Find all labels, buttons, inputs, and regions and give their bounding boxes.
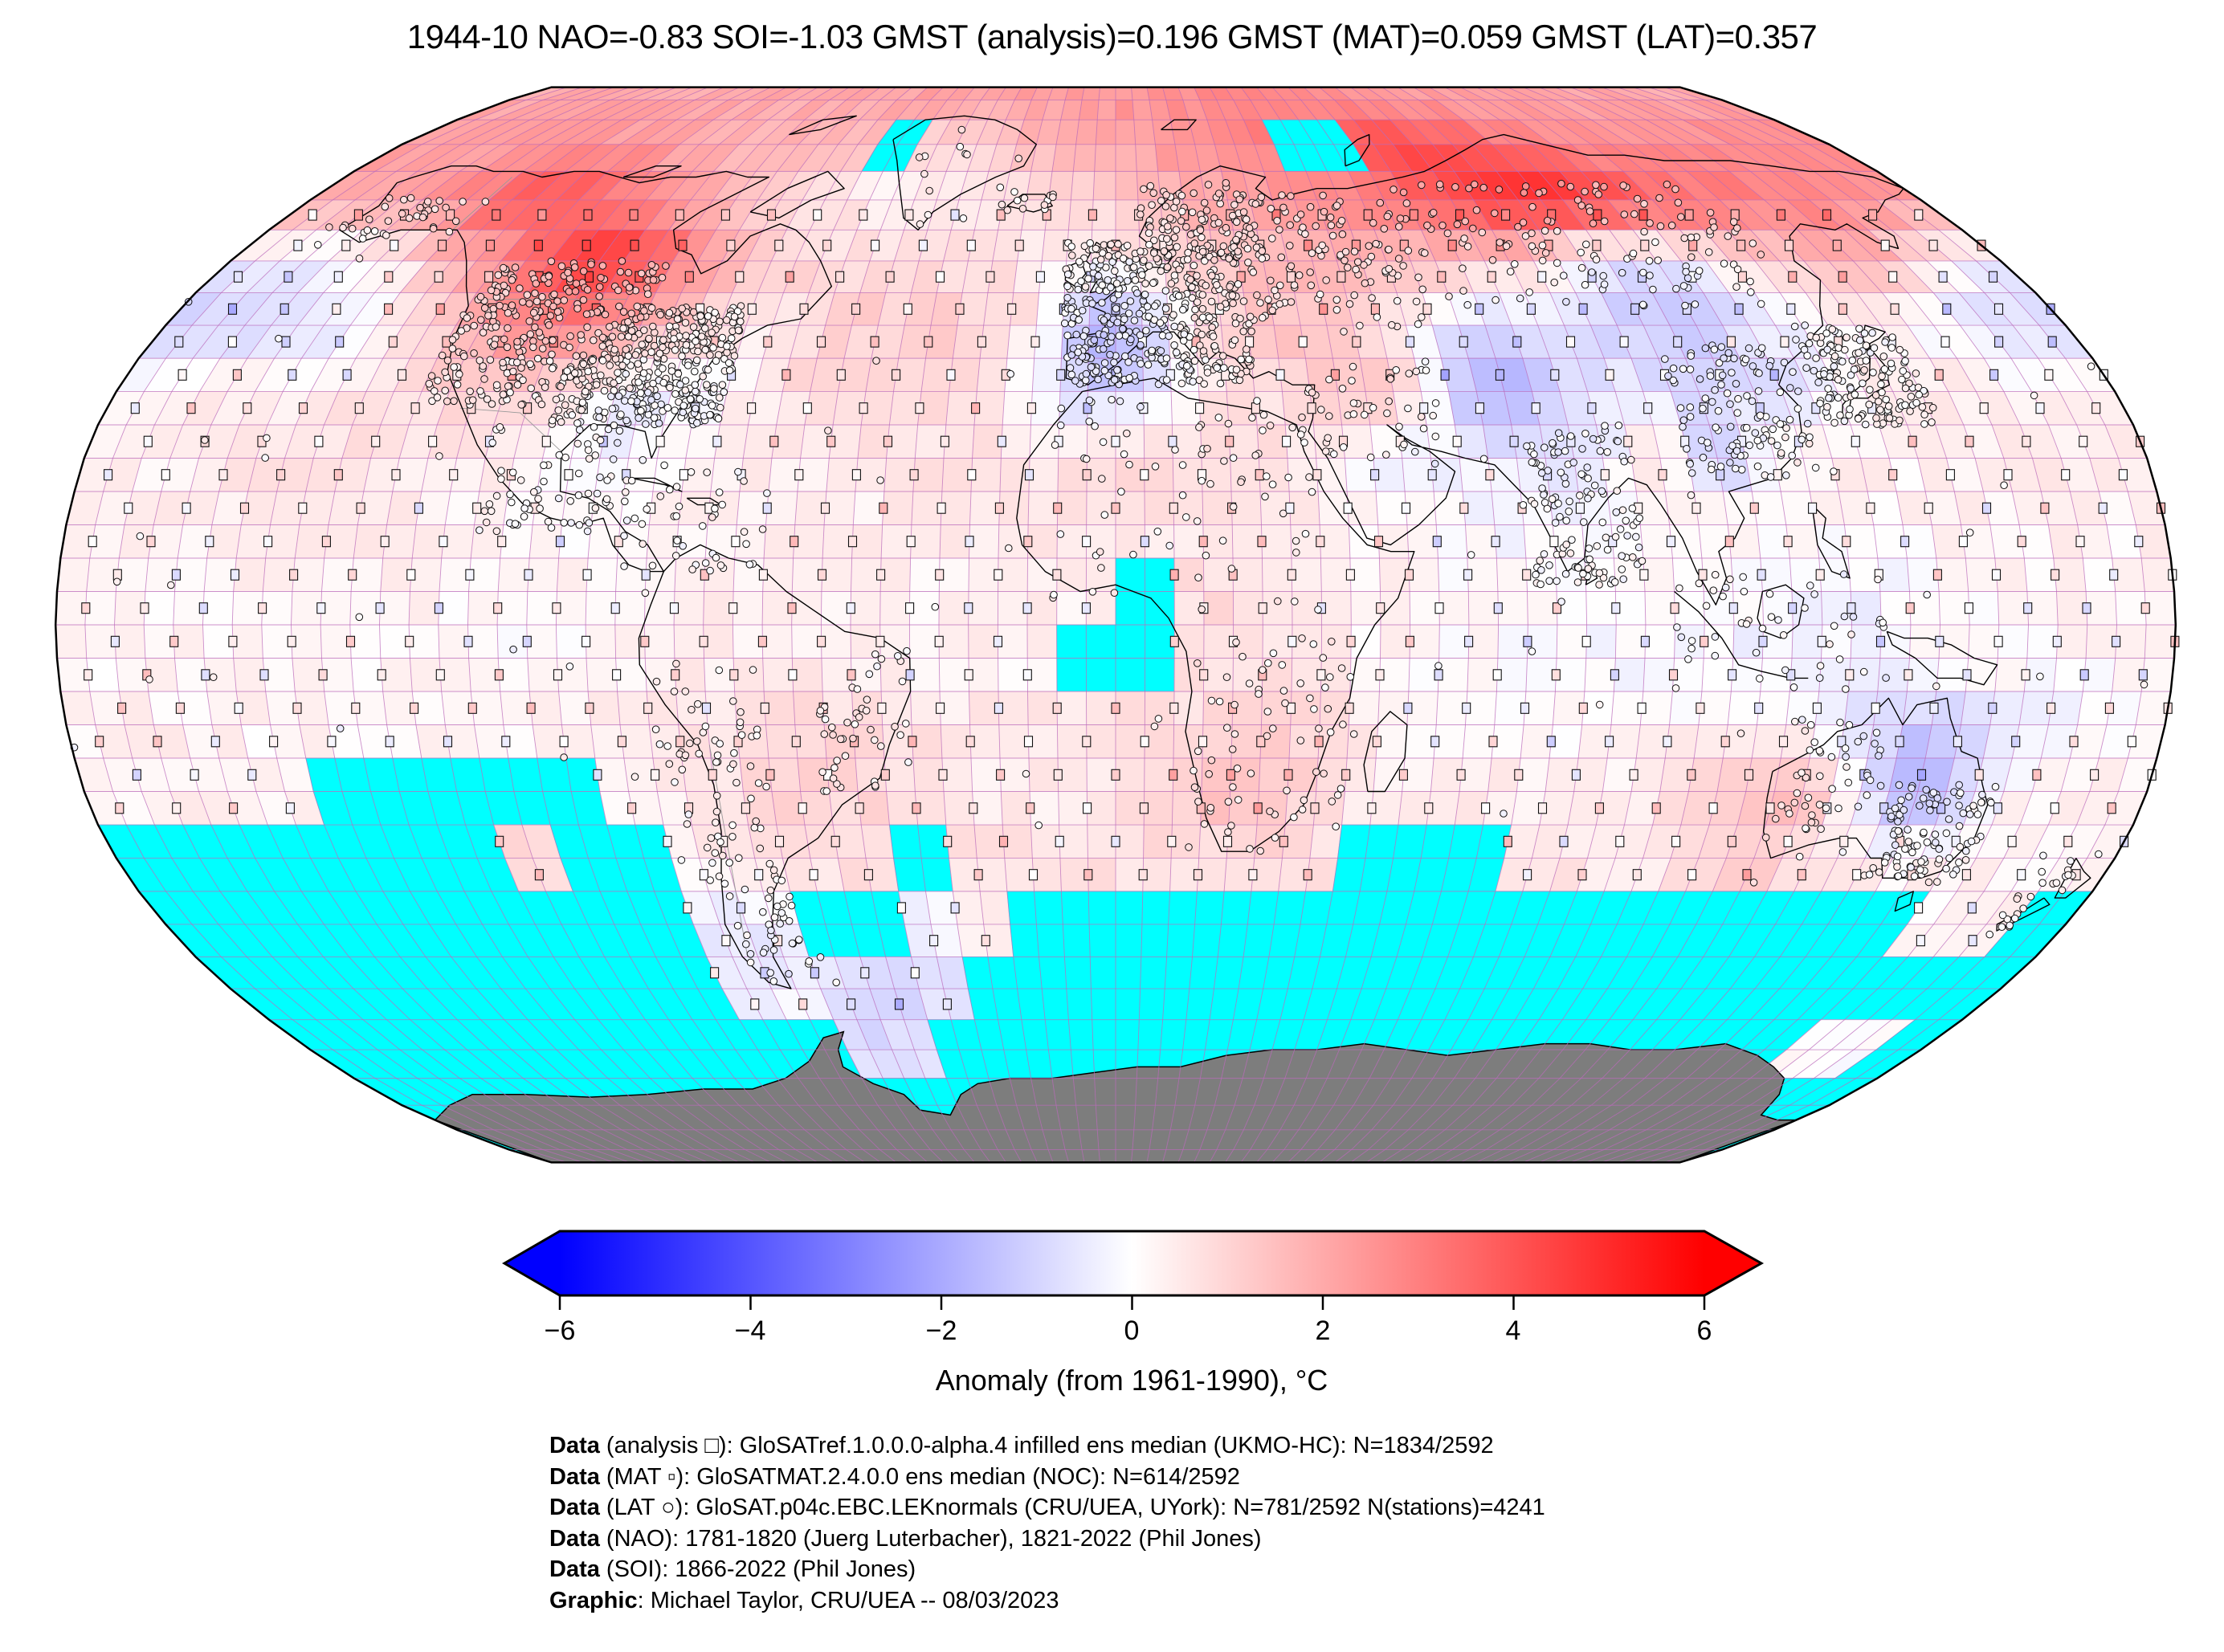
grid-cell-markers-layer [81,209,2180,1010]
map-outline [54,86,2177,1164]
caption-text: (MAT ▫): GloSATMAT.2.4.0.0 ens median (N… [599,1463,1240,1490]
caption-text: (NAO): 1781-1820 (Juerg Luterbacher), 18… [599,1525,1262,1552]
caption-text: (SOI): 1866-2022 (Phil Jones) [599,1556,916,1583]
graticule-layer [55,87,2176,1163]
caption-prefix: Data [549,1433,600,1458]
caption-line: Data (LAT ○): GloSAT.p04c.EBC.LEKnormals… [549,1492,1545,1524]
coast-philippines [1811,504,1851,579]
coast-ellesmere [789,115,857,136]
coast-madagascar [1363,711,1408,793]
colorbar-axis-label: Anomaly (from 1961-1990), °C [935,1364,1328,1397]
coast-borneo [1757,584,1805,639]
colorbar-tick-label: 6 [1696,1315,1712,1346]
coast-new-guinea [1886,630,1998,686]
caption-prefix: Data [549,1495,600,1521]
caption-block: Data (analysis □): GloSATref.1.0.0.0-alp… [549,1430,1545,1617]
coast-greenland [892,115,1037,230]
caption-line: Data (NAO): 1781-1820 (Juerg Luterbacher… [549,1524,1545,1555]
colorbar-tick-label: −6 [544,1315,576,1346]
caption-text: (analysis □): GloSATref.1.0.0.0-alpha.4 … [599,1433,1494,1458]
caption-prefix: Data [549,1556,600,1583]
caption-line: Data (analysis □): GloSATref.1.0.0.0-alp… [549,1430,1545,1462]
colorbar-tick-label: −4 [734,1315,766,1346]
colorbar [502,1230,1765,1310]
caption-prefix: Graphic [549,1587,638,1613]
colorbar-tick-label: 4 [1505,1315,1521,1346]
caption-line: Data (MAT ▫): GloSATMAT.2.4.0.0 ens medi… [549,1462,1545,1493]
caption-text: : Michael Taylor, CRU/UEA -- 08/03/2023 [637,1587,1059,1613]
station-markers-layer [70,125,2149,987]
figure-title: 1944-10 NAO=-0.83 SOI=-1.03 GMST (analys… [406,18,1818,55]
coast-tasmania [1894,891,1914,912]
coast-svalbard [1161,119,1197,131]
caption-line: Graphic: Michael Taylor, CRU/UEA -- 08/0… [549,1585,1545,1617]
coast-africa [1016,377,1415,852]
caption-text: (LAT ○): GloSAT.p04c.EBC.LEKnormals (CRU… [599,1495,1545,1521]
coast-victoria-island [622,165,682,178]
coast-nz-north [2054,858,2091,899]
coast-novaya-zemlya [1344,133,1370,167]
coast-baffin [749,170,845,219]
coast-cuba [631,477,683,492]
caption-line: Data (SOI): 1866-2022 (Phil Jones) [549,1554,1545,1585]
colorbar-tick-label: −2 [925,1315,957,1346]
colorbar-tick-label: 2 [1315,1315,1331,1346]
caption-prefix: Data [549,1463,600,1490]
colorbar-tick-label: 0 [1124,1315,1140,1346]
caption-prefix: Data [549,1525,600,1552]
